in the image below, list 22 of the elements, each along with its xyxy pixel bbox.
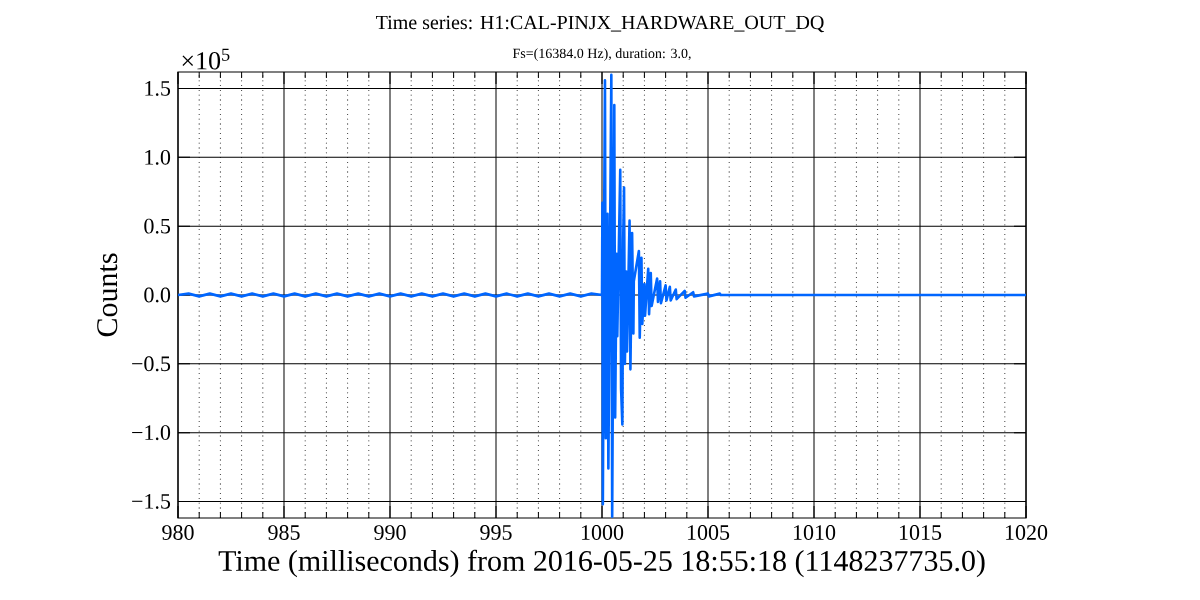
y-tick-label: −1.0 xyxy=(132,425,171,441)
y-tick-label: −0.5 xyxy=(132,356,171,372)
y-tick-label: 1.0 xyxy=(145,149,171,165)
chart-subtitle: Fs=(16384.0 Hz), duration: 3.0, xyxy=(512,48,691,61)
chart-title: Time series: H1:CAL-PINJX_HARDWARE_OUT_DQ xyxy=(376,15,825,33)
y-tick-label: 0.0 xyxy=(144,287,171,303)
x-axis-title: Time (milliseconds) from 2016-05-25 18:55:18 (1148237735.0) xyxy=(218,549,985,578)
text: ×10$^{5}$ xyxy=(182,48,230,70)
x-tick-label: 1010 xyxy=(793,525,836,540)
y-axis-title: Counts xyxy=(97,253,118,337)
y-tick-label: 0.5 xyxy=(144,218,171,234)
line-series xyxy=(178,73,1027,518)
x-tick-label: 1015 xyxy=(899,525,942,540)
y-tick-label: 1.5 xyxy=(145,81,171,96)
x-tick-label: 995 xyxy=(480,525,512,540)
x-tick-label: 1020 xyxy=(1005,525,1048,540)
x-tick-label: 990 xyxy=(374,525,406,540)
x-tick-label: 1005 xyxy=(687,525,730,540)
x-tick-label: 980 xyxy=(162,525,194,540)
x-tick-label: 1000 xyxy=(581,525,624,540)
x-tick-label: 985 xyxy=(268,525,300,540)
y-tick-label: −1.5 xyxy=(132,494,171,509)
